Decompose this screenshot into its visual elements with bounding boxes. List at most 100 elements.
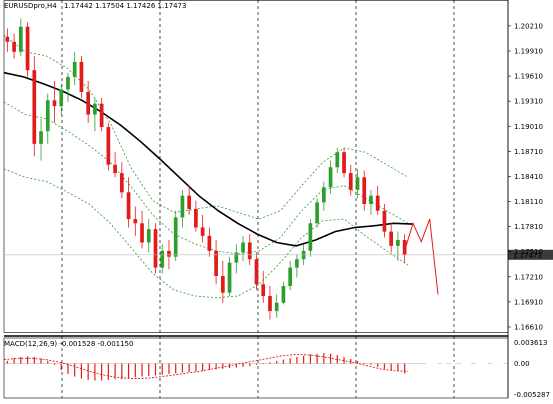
macd-hist-bar — [114, 363, 116, 380]
macd-hist-bar — [242, 363, 244, 367]
candle-body — [52, 100, 57, 107]
macd-hist-bar — [148, 363, 150, 376]
symbol-label: EURUSDpro,H4 — [4, 2, 57, 10]
candle-body — [119, 173, 124, 193]
y-tick-label: 1.19010 — [514, 123, 543, 131]
moving-average-line — [3, 71, 414, 247]
macd-tick-label: 0.003613 — [514, 339, 547, 347]
candle-body — [106, 127, 111, 165]
macd-hist-bar — [13, 358, 15, 364]
y-tick-label: 1.19610 — [514, 73, 543, 81]
macd-hist-bar — [154, 363, 157, 376]
macd-hist-bar — [262, 363, 264, 365]
candle-body — [59, 89, 64, 107]
y-tick-label: 1.17810 — [514, 223, 543, 231]
macd-hist-bar — [195, 363, 197, 372]
candle-body — [396, 240, 400, 246]
candle-body — [133, 219, 138, 224]
y-tick-label: 1.18110 — [514, 198, 543, 206]
y-tick-label: 1.19310 — [514, 98, 543, 106]
macd-hist-bar — [181, 363, 184, 373]
candle-body — [295, 259, 299, 268]
y-tick-label: 1.16610 — [514, 323, 543, 331]
macd-hist-bar — [329, 353, 332, 364]
candle-body — [220, 275, 225, 293]
candle-body — [140, 223, 144, 243]
macd-hist-bar — [363, 362, 365, 364]
candle-body — [180, 195, 185, 218]
candle-body — [234, 252, 239, 263]
candle-body — [227, 262, 232, 293]
candle-body — [18, 26, 23, 52]
macd-hist-bar — [356, 360, 359, 364]
macd-hist-bar — [60, 363, 62, 371]
candle-body — [261, 284, 266, 297]
ohlc-label: 1.17442 1.17504 1.17426 1.17473 — [64, 2, 186, 10]
candle-body — [200, 227, 205, 236]
y-tick-label: 1.17510 — [514, 248, 543, 256]
macd-hist-bar — [282, 359, 285, 364]
macd-hist-bar — [303, 355, 305, 364]
forecast-line — [404, 218, 439, 295]
macd-hist-bar — [276, 360, 278, 364]
candle-body — [194, 209, 198, 228]
candle-body — [254, 259, 259, 285]
macd-hist-bar — [323, 353, 325, 364]
macd-hist-bar — [161, 363, 163, 375]
macd-hist-bar — [141, 363, 143, 377]
y-tick-label: 1.16910 — [514, 298, 543, 306]
macd-hist-bar — [168, 363, 170, 374]
candle-body — [126, 192, 131, 220]
candle-body — [281, 286, 286, 303]
candle-body — [5, 36, 10, 42]
candle-body — [355, 177, 360, 190]
macd-hist-bar — [269, 362, 271, 364]
macd-hist-bar — [107, 363, 109, 380]
macd-hist-bar — [309, 354, 311, 364]
macd-hist-bar — [121, 363, 123, 380]
macd-hist-bar — [383, 363, 386, 369]
candle-body — [153, 229, 158, 268]
macd-hist-bar — [74, 363, 76, 377]
candle-body — [315, 202, 319, 224]
upper-band-line — [3, 34, 409, 220]
candle-body — [348, 173, 353, 190]
candle-body — [274, 302, 279, 312]
candle-body — [328, 167, 333, 188]
macd-hist-bar — [33, 357, 35, 364]
lower-band-line — [3, 168, 409, 299]
candle-body — [402, 240, 407, 256]
candle-body — [187, 195, 192, 210]
candle-body — [93, 103, 97, 115]
macd-tick-label: -0.005287 — [514, 391, 550, 399]
macd-hist-bar — [20, 357, 22, 364]
macd-hist-bar — [289, 358, 291, 364]
macd-hist-bar — [404, 363, 406, 374]
macd-hist-bar — [40, 358, 42, 364]
current-price-label: 1.17473 — [513, 252, 542, 260]
candle-body — [146, 229, 151, 243]
macd-hist-bar — [53, 363, 56, 365]
macd-hist-bar — [175, 363, 177, 374]
macd-hist-bar — [202, 363, 204, 371]
candle-body — [375, 195, 380, 211]
macd-hist-bar — [87, 363, 89, 380]
y-tick-label: 1.19910 — [514, 47, 543, 55]
y-tick-label: 1.17210 — [514, 273, 543, 281]
macd-hist-bar — [249, 363, 251, 367]
candle-body — [32, 70, 37, 144]
macd-hist-bar — [208, 363, 210, 371]
macd-hist-bar — [67, 363, 69, 374]
candle-body — [321, 187, 326, 203]
candle-body — [12, 41, 16, 52]
candle-body — [113, 164, 117, 174]
macd-hist-bar — [80, 363, 83, 379]
candle-body — [382, 210, 387, 232]
macd-hist-bar — [94, 363, 96, 381]
macd-hist-bar — [215, 363, 217, 370]
candle-body — [369, 195, 373, 205]
candle-body — [72, 61, 77, 77]
candle-body — [308, 223, 313, 251]
